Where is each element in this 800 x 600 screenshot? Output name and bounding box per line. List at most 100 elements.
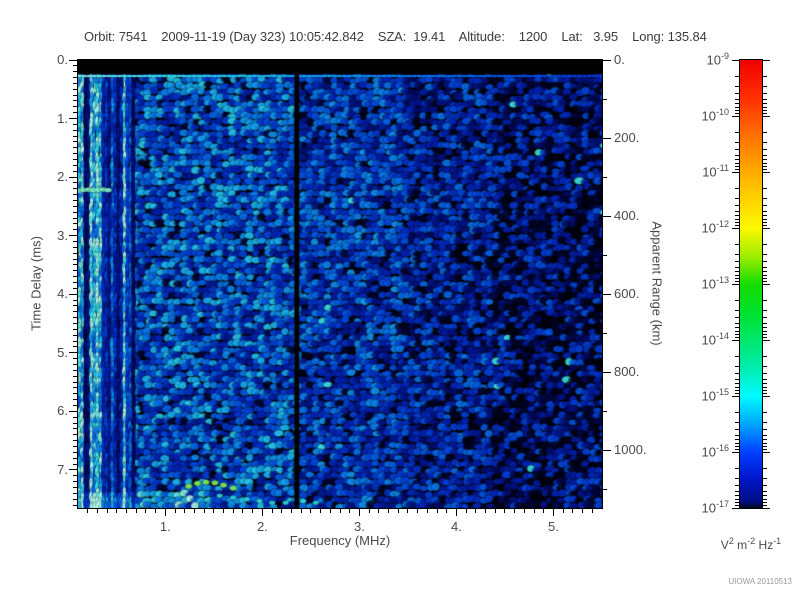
colorbar-minor-tick: [763, 322, 767, 324]
colorbar-minor-tick: [735, 336, 739, 338]
y-right-minor-tick: [603, 98, 607, 100]
x-axis-major-tick: [455, 509, 457, 516]
y-left-tick-label: 5.: [57, 344, 68, 360]
colorbar-major-tick: [763, 451, 770, 453]
x-axis-minor-tick: [96, 509, 98, 513]
colorbar-minor-tick: [763, 336, 767, 338]
colorbar-minor-tick: [763, 222, 767, 224]
colorbar-minor-tick: [735, 168, 739, 170]
x-axis-minor-tick: [213, 509, 215, 513]
colorbar-minor-tick: [763, 378, 767, 380]
colorbar-minor-tick: [763, 110, 767, 112]
y-left-minor-tick: [73, 399, 77, 401]
colorbar-minor-tick: [763, 76, 767, 78]
colorbar-minor-tick: [735, 244, 739, 246]
colorbar-minor-tick: [763, 188, 767, 190]
colorbar-minor-tick: [763, 142, 767, 144]
y-left-minor-tick: [73, 188, 77, 190]
colorbar-minor-tick: [763, 392, 767, 394]
x-axis-major-tick: [358, 509, 360, 516]
colorbar-minor-tick: [735, 132, 739, 134]
colorbar-minor-tick: [735, 448, 739, 450]
colorbar-minor-tick: [735, 205, 739, 207]
y-left-minor-tick: [73, 147, 77, 149]
colorbar-tick-label: 10-13: [701, 275, 729, 292]
x-axis-minor-tick: [145, 509, 147, 513]
y-left-minor-tick: [73, 88, 77, 90]
x-axis-minor-tick: [465, 509, 467, 513]
x-axis-minor-tick: [135, 509, 137, 513]
x-axis-minor-tick: [106, 509, 108, 513]
y-left-minor-tick: [73, 287, 77, 289]
colorbar-minor-tick: [763, 93, 767, 95]
colorbar-minor-tick: [763, 280, 767, 282]
colorbar-minor-tick: [763, 278, 767, 280]
colorbar-minor-tick: [735, 98, 739, 100]
colorbar-minor-tick: [763, 103, 767, 105]
x-axis-minor-tick: [193, 509, 195, 513]
x-axis-minor-tick: [533, 509, 535, 513]
colorbar-minor-tick: [735, 154, 739, 156]
x-axis-minor-tick: [514, 509, 516, 513]
colorbar-minor-tick: [735, 110, 739, 112]
colorbar-minor-tick: [735, 392, 739, 394]
colorbar-minor-tick: [735, 218, 739, 220]
x-axis-minor-tick: [591, 509, 593, 513]
y-left-minor-tick: [73, 200, 77, 202]
colorbar-major-tick: [732, 451, 739, 453]
x-axis-tick-label: 5.: [548, 519, 559, 534]
colorbar-minor-tick: [735, 271, 739, 273]
colorbar-minor-tick: [735, 327, 739, 329]
colorbar-minor-tick: [763, 159, 767, 161]
y-left-minor-tick: [73, 71, 77, 73]
colorbar-minor-tick: [735, 490, 739, 492]
colorbar-minor-tick: [735, 310, 739, 312]
colorbar-minor-tick: [735, 434, 739, 436]
y-left-minor-tick: [73, 270, 77, 272]
y-left-minor-tick: [73, 475, 77, 477]
y-axis-label-left: Time Delay (ms): [28, 236, 44, 331]
y-right-major-tick: [603, 371, 611, 373]
colorbar-minor-tick: [763, 154, 767, 156]
y-left-minor-tick: [73, 369, 77, 371]
x-axis-minor-tick: [523, 509, 525, 513]
x-axis-minor-tick: [475, 509, 477, 513]
colorbar-minor-tick: [763, 210, 767, 212]
colorbar-minor-tick: [735, 224, 739, 226]
colorbar-major-tick: [732, 395, 739, 397]
colorbar-minor-tick: [735, 429, 739, 431]
y-left-minor-tick: [73, 364, 77, 366]
colorbar-major-tick: [763, 227, 770, 229]
colorbar-minor-tick: [763, 205, 767, 207]
colorbar-units-label: V2 m-2 Hz-1: [720, 536, 782, 552]
x-axis-minor-tick: [562, 509, 564, 513]
colorbar-minor-tick: [763, 439, 767, 441]
colorbar-minor-tick: [735, 210, 739, 212]
colorbar-minor-tick: [763, 390, 767, 392]
colorbar-minor-tick: [763, 224, 767, 226]
colorbar-minor-tick: [735, 76, 739, 78]
y-left-minor-tick: [73, 504, 77, 506]
colorbar-minor-tick: [735, 261, 739, 263]
y-left-minor-tick: [73, 434, 77, 436]
y-left-minor-tick: [73, 387, 77, 389]
y-right-minor-tick: [603, 488, 607, 490]
y-right-major-tick: [603, 59, 611, 61]
y-left-minor-tick: [73, 112, 77, 114]
y-left-minor-tick: [73, 428, 77, 430]
colorbar-major-tick: [732, 283, 739, 285]
x-axis-minor-tick: [87, 509, 89, 513]
colorbar-minor-tick: [763, 495, 767, 497]
colorbar-minor-tick: [735, 334, 739, 336]
spectrogram-canvas: [78, 60, 602, 508]
y-left-minor-tick: [73, 492, 77, 494]
y-right-major-tick: [603, 293, 611, 295]
y-left-minor-tick: [73, 164, 77, 166]
x-axis-minor-tick: [397, 509, 399, 513]
colorbar-minor-tick: [735, 383, 739, 385]
x-axis-minor-tick: [572, 509, 574, 513]
x-axis-minor-tick: [494, 509, 496, 513]
colorbar-minor-tick: [735, 390, 739, 392]
y-left-minor-tick: [73, 153, 77, 155]
colorbar-minor-tick: [735, 356, 739, 358]
